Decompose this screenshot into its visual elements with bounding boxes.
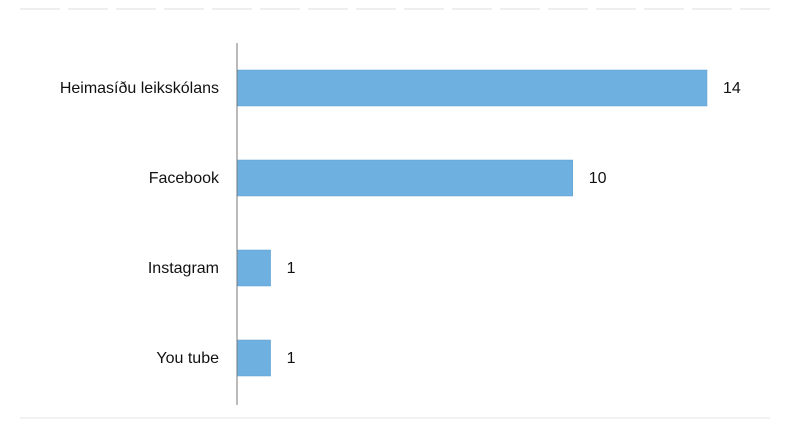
value-label: 10 (589, 170, 607, 187)
value-label: 1 (287, 260, 296, 277)
bar (236, 249, 271, 287)
category-label: Facebook (149, 170, 220, 187)
bar (236, 159, 573, 197)
category-label: Instagram (148, 260, 219, 277)
bar (236, 69, 708, 107)
bar (236, 339, 271, 377)
value-label: 1 (287, 350, 296, 367)
category-label: Heimasíðu leikskólans (60, 80, 219, 97)
category-label: You tube (156, 350, 219, 367)
value-label: 14 (723, 80, 741, 97)
